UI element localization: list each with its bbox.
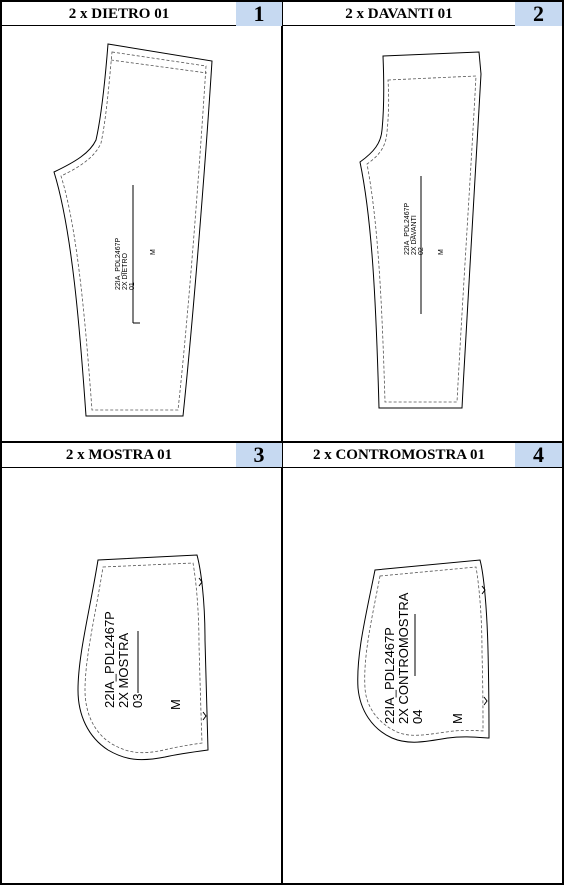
- piece-1-outline: [53, 43, 213, 417]
- piece-4-size: M: [450, 713, 465, 724]
- piece-2-number: 2: [515, 1, 562, 26]
- piece-1-title: 2 x DIETRO 01: [68, 5, 170, 22]
- piece-1-name: 2X DIETRO: [122, 252, 129, 290]
- piece-3-title: 2 x MOSTRA 01: [65, 446, 173, 463]
- piece-2-outline: [359, 51, 482, 409]
- piece-4-name: 2X CONTROMOSTRA: [396, 592, 411, 724]
- piece-2-drawing: 22IA_PDL2467P 2X DAVANTI 02 M: [359, 51, 482, 409]
- piece-2-code: 22IA_PDL2467P: [404, 203, 411, 255]
- piece-3-code: 22IA_PDL2467P: [102, 611, 117, 708]
- header-row-1-bottom: [0, 25, 564, 26]
- piece-1-id: 01: [129, 282, 136, 290]
- piece-4-number: 4: [515, 442, 562, 467]
- piece-2-size: M: [438, 249, 445, 255]
- header-row-2-bottom: [0, 467, 564, 468]
- piece-3-name: 2X MOSTRA: [116, 633, 131, 708]
- piece-4-seam: [364, 566, 484, 736]
- piece-1-drawing: 22IA_PDL2467P 2X DIETRO 01 M: [53, 43, 213, 417]
- piece-3-outline: [77, 554, 209, 761]
- piece-4-code: 22IA_PDL2467P: [382, 627, 397, 724]
- piece-3-size: M: [168, 699, 183, 710]
- piece-3-seam: [84, 562, 203, 754]
- piece-2-id: 02: [418, 247, 425, 255]
- piece-1-code: 22IA_PDL2467P: [115, 238, 122, 290]
- piece-2-title: 2 x DAVANTI 01: [345, 5, 453, 22]
- piece-4-title: 2 x CONTROMOSTRA 01: [312, 446, 486, 463]
- piece-2-name: 2X DAVANTI: [411, 215, 418, 255]
- piece-4-outline: [357, 559, 490, 743]
- piece-4-id: 04: [410, 710, 425, 724]
- piece-3-drawing: 22IA_PDL2467P 2X MOSTRA 03 M: [77, 554, 209, 761]
- mid-divider: [0, 441, 564, 443]
- piece-1-size: M: [150, 249, 157, 255]
- piece-3-number: 3: [236, 442, 282, 467]
- piece-3-id: 03: [130, 694, 145, 708]
- piece-1-number: 1: [236, 1, 282, 26]
- piece-1-seam: [60, 51, 207, 411]
- piece-2-seam: [366, 75, 477, 403]
